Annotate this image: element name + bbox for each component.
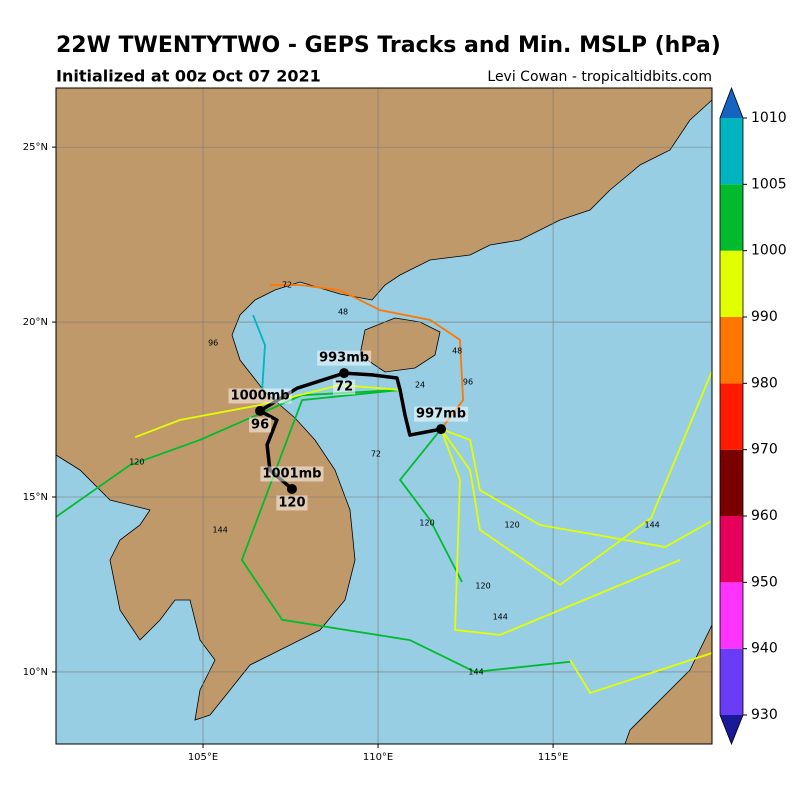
colorbar-over — [720, 88, 743, 118]
colorbar-label: 950 — [751, 574, 778, 590]
hour-label: 144 — [213, 525, 228, 534]
hour-label: 96 — [208, 339, 218, 348]
hour-label: 96 — [463, 377, 473, 386]
colorbar-segment — [720, 648, 743, 715]
colorbar-segment — [720, 383, 743, 450]
mean-track-point — [255, 405, 266, 416]
label-bg — [414, 406, 469, 422]
chart-title: 22W TWENTYTWO - GEPS Tracks and Min. MSL… — [56, 33, 721, 58]
mean-track-point — [286, 483, 297, 494]
colorbar-label: 940 — [751, 641, 778, 657]
credit: Levi Cowan - tropicaltidbits.com — [487, 69, 712, 85]
hour-label: 24 — [415, 381, 425, 390]
x-tick-label: 110°E — [363, 752, 393, 763]
mslp-label: 1000mb — [231, 388, 290, 403]
ensemble-track — [569, 652, 712, 694]
hour-label: 120 — [504, 520, 519, 529]
hour-label: 120 — [278, 495, 305, 510]
land — [624, 624, 712, 744]
hour-label: 48 — [338, 307, 348, 316]
land — [56, 88, 712, 721]
ensemble-track — [269, 284, 465, 430]
hour-label: 144 — [645, 520, 660, 529]
colorbar-segment — [720, 582, 743, 649]
mslp-label: 1001mb — [262, 466, 321, 481]
y-tick-label: 20°N — [23, 317, 48, 328]
hour-label: 96 — [251, 417, 269, 432]
ensemble-track — [240, 389, 571, 673]
ensemble-track — [440, 370, 712, 586]
colorbar-segment — [720, 516, 743, 583]
colorbar-label: 1005 — [751, 176, 787, 192]
colorbar-segment — [720, 250, 743, 317]
x-tick-label: 105°E — [188, 752, 218, 763]
colorbar-segment — [720, 449, 743, 516]
ensemble-track — [398, 428, 463, 583]
ensemble-track — [440, 428, 712, 548]
mean-track-point — [339, 368, 350, 379]
x-tick-label: 115°E — [538, 752, 568, 763]
label-bg — [333, 379, 356, 395]
label-bg — [260, 466, 324, 482]
ensemble-track — [440, 428, 681, 636]
colorbar-label: 960 — [751, 508, 778, 524]
colorbar-under — [720, 715, 743, 744]
ensemble-track — [252, 314, 266, 390]
hour-label: 120 — [129, 458, 144, 467]
hour-label: 72 — [282, 280, 292, 289]
mslp-label: 993mb — [319, 351, 369, 366]
chart-subtitle: Initialized at 00z Oct 07 2021 — [56, 67, 321, 86]
colorbar-label: 1000 — [751, 243, 787, 259]
y-tick-label: 15°N — [23, 492, 48, 503]
hour-label: 144 — [468, 667, 483, 676]
colorbar-label: 1010 — [751, 110, 787, 126]
colorbar-label: 980 — [751, 375, 778, 391]
colorbar-segment — [720, 184, 743, 251]
y-tick-label: 25°N — [23, 142, 48, 153]
colorbar-segment — [720, 118, 743, 185]
hour-label: 120 — [419, 518, 434, 527]
label-bg — [317, 350, 372, 366]
hour-label: 72 — [335, 380, 353, 395]
hour-label: 48 — [452, 347, 462, 356]
mslp-label: 997mb — [416, 407, 466, 422]
hour-label: 72 — [371, 449, 381, 458]
colorbar-label: 990 — [751, 309, 778, 325]
mean-track-point — [436, 424, 447, 435]
label-bg — [276, 495, 308, 511]
colorbar-label: 970 — [751, 442, 778, 458]
ensemble-track — [134, 384, 401, 439]
map-frame — [55, 87, 713, 745]
y-tick-label: 10°N — [23, 667, 48, 678]
colorbar-segment — [720, 317, 743, 384]
hour-label: 120 — [475, 581, 490, 590]
hour-label: 144 — [493, 612, 508, 621]
label-bg — [228, 388, 292, 404]
colorbar-label: 930 — [751, 707, 778, 723]
map: 72 96 120 144 144 120 144 120 144 48 24 48 72 96 120 99… — [56, 88, 712, 744]
label-bg — [249, 417, 272, 433]
